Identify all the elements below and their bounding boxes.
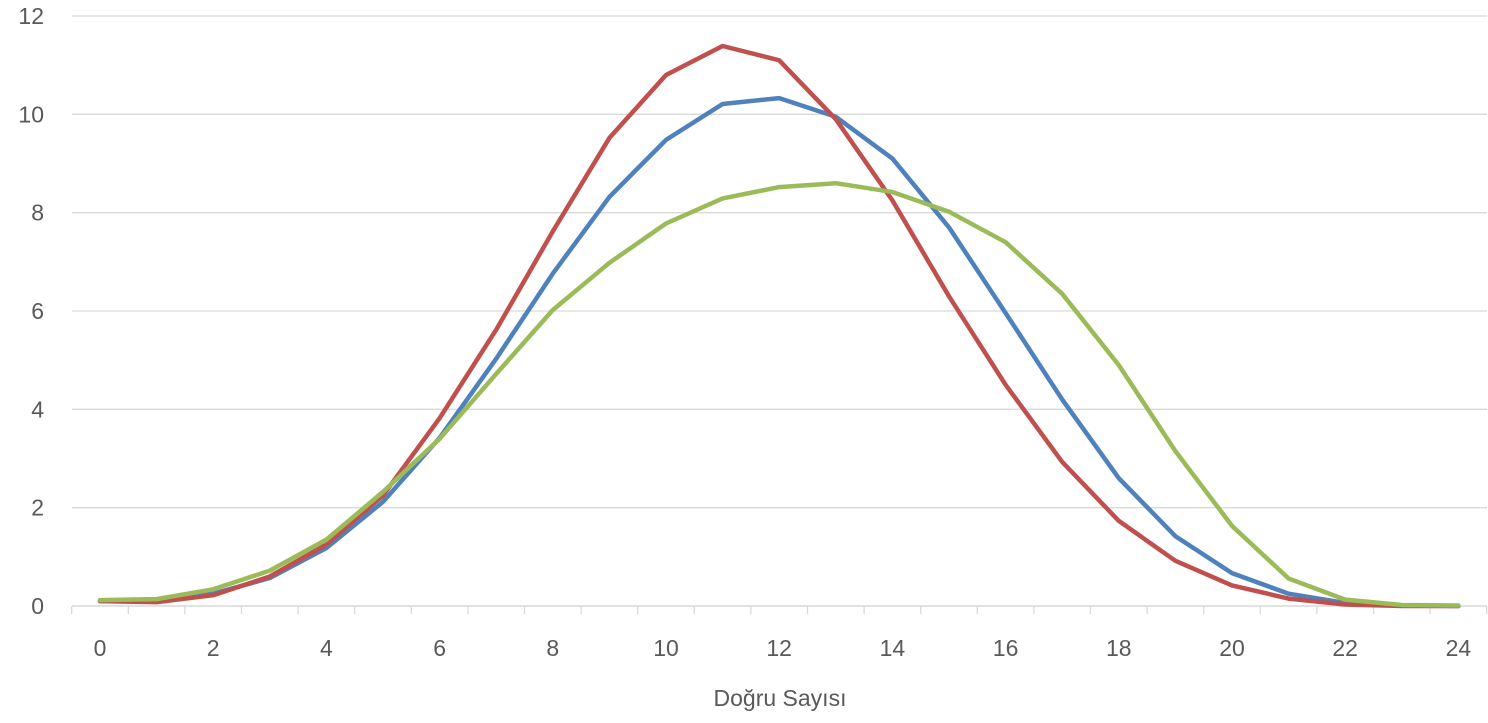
y-tick-label: 6 xyxy=(31,298,44,324)
x-axis-title: Doğru Sayısı xyxy=(714,685,847,711)
y-tick-label: 4 xyxy=(31,396,44,422)
series-line-1 xyxy=(97,95,1461,609)
x-tick-label: 10 xyxy=(653,635,679,661)
x-tick-label: 8 xyxy=(546,635,559,661)
y-tick-label: 8 xyxy=(31,200,44,226)
x-tick-label: 14 xyxy=(880,635,906,661)
x-tick-label: 24 xyxy=(1446,635,1472,661)
x-tick-label: 20 xyxy=(1219,635,1245,661)
y-tick-label: 2 xyxy=(31,495,44,521)
x-tick-label: 2 xyxy=(207,635,220,661)
x-tick-label: 12 xyxy=(766,635,792,661)
series-lines xyxy=(97,43,1461,609)
series-line-3 xyxy=(97,180,1461,608)
y-tick-label: 10 xyxy=(18,101,44,127)
x-tick-label: 16 xyxy=(993,635,1019,661)
x-tick-label: 4 xyxy=(320,635,333,661)
y-tick-label: 12 xyxy=(18,3,44,29)
x-tick-label: 0 xyxy=(94,635,107,661)
gridlines xyxy=(72,15,1487,509)
y-tick-label: 0 xyxy=(31,593,44,619)
x-tick-label: 18 xyxy=(1106,635,1132,661)
series-line-2 xyxy=(97,43,1461,609)
axes xyxy=(71,605,1488,614)
x-tick-label: 22 xyxy=(1332,635,1358,661)
x-tick-label: 6 xyxy=(433,635,446,661)
